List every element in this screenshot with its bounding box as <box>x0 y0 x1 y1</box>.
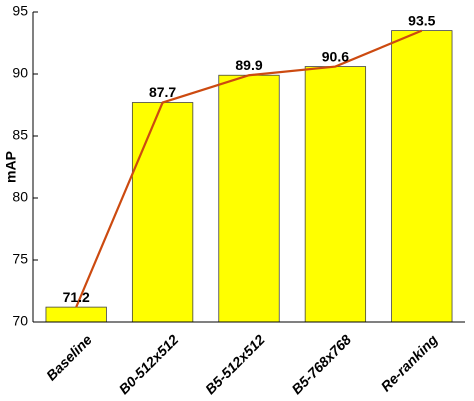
x-tick-label: Baseline <box>43 331 95 383</box>
y-tick-label: 80 <box>12 189 28 205</box>
bar <box>45 306 107 323</box>
x-tick-label: Re-ranking <box>378 331 441 394</box>
data-label: 71.2 <box>63 289 90 305</box>
y-axis-label: mAP <box>3 151 19 183</box>
y-tick-label: 70 <box>12 313 28 329</box>
data-label: 90.6 <box>322 48 349 64</box>
x-tick-label: B5-512x512 <box>202 331 268 397</box>
x-tick-label: B0-512x512 <box>116 331 182 397</box>
y-tick-label: 85 <box>12 127 28 143</box>
bar <box>391 30 453 323</box>
bar <box>304 66 367 323</box>
bar <box>131 102 194 323</box>
y-tick-label: 90 <box>12 65 28 81</box>
line <box>75 29 423 308</box>
y-tick-label: 75 <box>12 251 28 267</box>
data-label: 93.5 <box>408 12 435 28</box>
data-label: 89.9 <box>235 57 262 73</box>
data-label: 87.7 <box>149 84 176 100</box>
bar <box>218 74 280 323</box>
y-tick-label: 95 <box>12 3 28 19</box>
x-tick-label: B5-768x768 <box>288 331 354 397</box>
